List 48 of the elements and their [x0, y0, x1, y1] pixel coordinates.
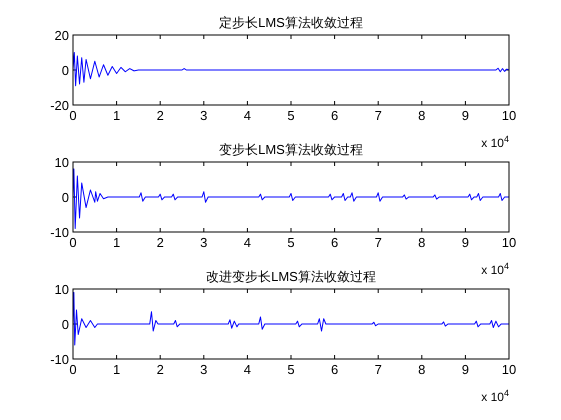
x-tick-label: 6	[330, 108, 338, 123]
x-tick-label: 2	[156, 108, 164, 123]
y-tick-label: 20	[54, 28, 69, 43]
x-tick-label: 3	[200, 235, 208, 250]
y-tick-label: 0	[62, 317, 69, 332]
x-tick-label: 8	[418, 108, 426, 123]
line-series	[72, 168, 510, 229]
chart-title: 改进变步长LMS算法收敛过程	[206, 269, 376, 284]
x-tick-label: 2	[156, 362, 164, 377]
x-tick-label: 4	[244, 235, 252, 250]
text: x 10$^{4}$	[481, 388, 509, 404]
x-tick-label: 6	[330, 362, 338, 377]
x-tick-label: 10	[502, 235, 516, 250]
x-tick-label: 7	[374, 362, 382, 377]
line-series	[72, 292, 510, 346]
x-tick-label: 9	[462, 235, 470, 250]
text: x 10$^{4}$	[481, 261, 509, 277]
x-tick-label: 9	[462, 362, 470, 377]
x-tick-label: 5	[287, 108, 295, 123]
x-tick-label: 8	[418, 235, 426, 250]
y-tick-label: -20	[50, 98, 69, 113]
x-tick-label: 3	[200, 108, 208, 123]
y-tick-label: 10	[54, 282, 69, 297]
y-tick-label: 0	[62, 63, 69, 78]
x-tick-label: 1	[112, 235, 120, 250]
x-tick-label: 7	[374, 108, 382, 123]
chart-title: 变步长LMS算法收敛过程	[219, 142, 363, 157]
x-tick-label: 3	[200, 362, 208, 377]
x-tick-label: 4	[244, 108, 252, 123]
x-tick-label: 4	[244, 362, 252, 377]
chart-title: 定步长LMS算法收敛过程	[219, 15, 363, 30]
y-tick-label: -10	[50, 225, 69, 240]
x-tick-label: 10	[502, 108, 516, 123]
y-tick-label: 0	[62, 190, 69, 205]
x-tick-label: 10	[502, 362, 516, 377]
x-tick-label: 7	[374, 235, 382, 250]
x-tick-label: 1	[112, 362, 120, 377]
x-tick-label: 9	[462, 108, 470, 123]
x-tick-label: 5	[287, 235, 295, 250]
line-series	[72, 52, 510, 86]
x-tick-label: 5	[287, 362, 295, 377]
x-tick-label: 8	[418, 362, 426, 377]
text: x 10$^{4}$	[481, 134, 509, 150]
x-tick-label: 1	[112, 108, 120, 123]
y-tick-label: 10	[54, 155, 69, 170]
x-tick-label: 6	[330, 235, 338, 250]
y-tick-label: -10	[50, 352, 69, 367]
x-tick-label: 2	[156, 235, 164, 250]
